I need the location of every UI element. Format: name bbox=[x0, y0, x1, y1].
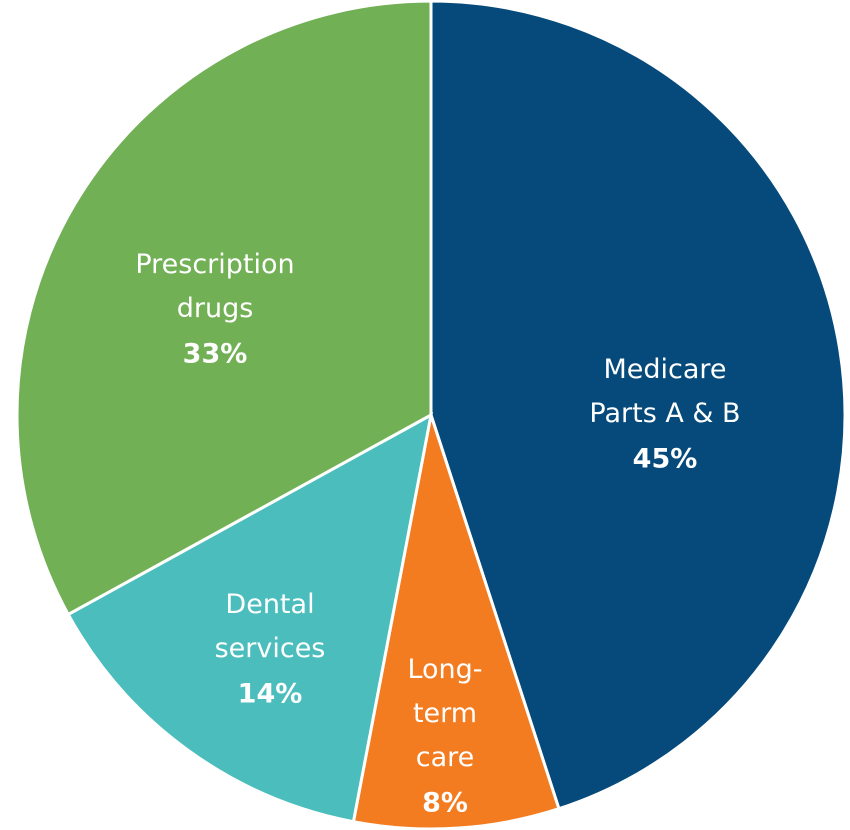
label-line: Medicare bbox=[603, 354, 726, 385]
label-line: Dental bbox=[225, 589, 314, 620]
slice-label: Medicare Parts A & B bbox=[589, 354, 740, 429]
label-line: term bbox=[413, 698, 477, 729]
label-line: care bbox=[416, 742, 475, 773]
value-label: 45% bbox=[633, 444, 698, 475]
label-line: services bbox=[215, 633, 326, 664]
slice-label: Long-term care bbox=[407, 654, 482, 773]
pie-slice bbox=[429, 0, 847, 811]
slice-label: Dental services bbox=[215, 589, 326, 664]
label-line: Prescription bbox=[135, 249, 294, 280]
value-label: 33% bbox=[183, 339, 248, 370]
value-label: 8% bbox=[422, 788, 468, 819]
pie-slice bbox=[351, 414, 561, 830]
pie-slice bbox=[66, 412, 434, 824]
label-line: drugs bbox=[177, 293, 254, 324]
slice-label: Prescription drugs bbox=[135, 249, 294, 324]
label-line: Long- bbox=[407, 654, 482, 685]
label-line: Parts A & B bbox=[589, 398, 740, 429]
pie-slice bbox=[15, 0, 433, 617]
value-label: 14% bbox=[238, 679, 303, 710]
